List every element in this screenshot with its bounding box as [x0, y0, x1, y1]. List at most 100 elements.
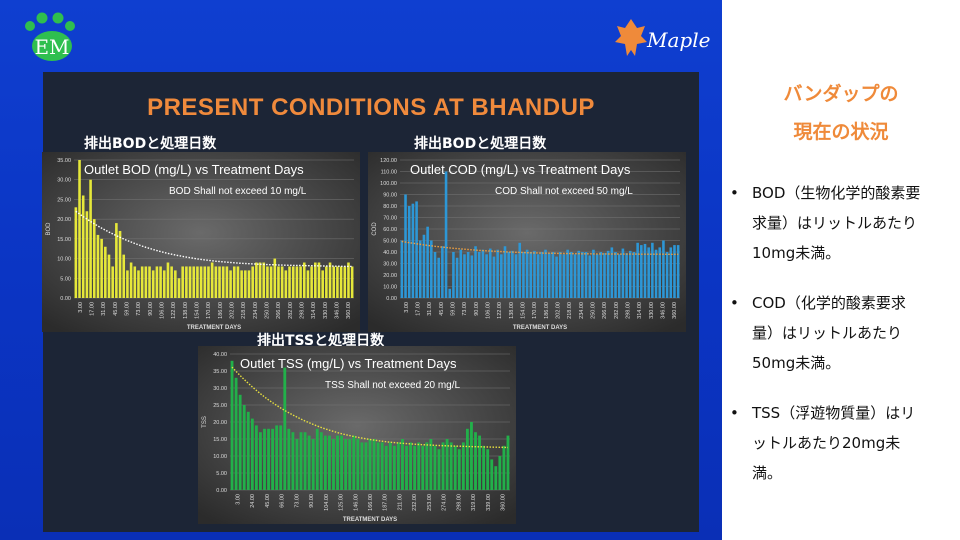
bar	[306, 270, 310, 298]
x-tick-label: 146.00	[353, 494, 359, 511]
bar	[606, 250, 610, 298]
bar	[207, 266, 210, 298]
bar	[203, 266, 207, 298]
bar	[477, 252, 481, 298]
bar	[246, 411, 250, 490]
bar	[466, 252, 470, 298]
bar	[315, 428, 319, 490]
x-tick-label: 234.00	[253, 302, 259, 319]
bullet-tss-line-1: TSS（浮遊物質量）はリ	[752, 404, 916, 422]
bar	[104, 246, 107, 298]
bar	[481, 249, 485, 298]
trend-line	[75, 210, 353, 268]
bar	[336, 435, 339, 490]
bar	[658, 247, 662, 298]
bar	[525, 249, 529, 298]
y-tick-label: 30.00	[57, 178, 71, 184]
bullet-tss: • TSS（浮遊物質量）はリ ットルあたり20mg未 満。	[730, 398, 952, 488]
slide-heading: PRESENT CONDITIONS AT BHANDUP	[147, 94, 595, 121]
x-tick-label: 154.00	[521, 302, 527, 319]
tss-chart: 0.00 5.00 10.00 15.00 20.00 25.00 30.00 35.00 40…	[198, 346, 516, 524]
bar	[610, 247, 614, 298]
bar	[474, 246, 477, 298]
x-tick-label: 314.00	[637, 302, 643, 319]
cod-caption: 排出BODと処理日数	[414, 136, 547, 152]
bar	[107, 254, 111, 298]
bar	[433, 445, 437, 490]
bar	[614, 252, 617, 298]
bullet-dot: •	[730, 404, 739, 422]
x-tick-label: 186.00	[544, 302, 550, 319]
bullet-bod: • BOD（生物化学的酸素要 求量）はリットルあたり 10mg未満。	[730, 178, 952, 268]
bar	[372, 439, 376, 490]
y-tick-label: 15.00	[213, 437, 227, 443]
x-tick-label: 330.00	[323, 302, 329, 319]
em-logo: EM	[25, 12, 75, 61]
x-axis-label: TREATMENT DAYS	[513, 325, 567, 331]
bar	[676, 245, 680, 298]
x-tick-label: 73.00	[136, 302, 142, 316]
bullet-dot: •	[730, 184, 739, 202]
bar	[665, 252, 669, 298]
bar	[96, 234, 100, 298]
bar	[558, 252, 562, 298]
bar	[291, 432, 295, 490]
y-tick-label: 20.00	[57, 217, 71, 223]
bar	[533, 250, 536, 298]
x-tick-label: 45.00	[265, 494, 271, 508]
bar	[162, 270, 166, 298]
bar	[299, 432, 303, 490]
x-tick-label: 274.00	[442, 494, 448, 511]
x-tick-label: 90.00	[148, 302, 154, 316]
x-axis-label: TREATMENT DAYS	[343, 517, 397, 523]
bar	[490, 459, 494, 490]
bar	[570, 252, 573, 298]
y-tick-label: 40.00	[383, 250, 397, 256]
x-tick-label: 298.00	[456, 494, 462, 511]
x-tick-label: 346.00	[661, 302, 667, 319]
bar	[662, 240, 665, 298]
bar	[625, 253, 628, 298]
bar	[577, 250, 580, 298]
trend-line	[401, 240, 679, 256]
sidebar-title-line-2: 現在の状況	[793, 121, 889, 143]
bar	[185, 266, 188, 298]
bar	[310, 266, 313, 298]
bar	[271, 428, 275, 490]
x-tick-label: 125.00	[339, 494, 345, 511]
x-tick-label: 218.00	[567, 302, 573, 319]
bar	[503, 246, 507, 298]
bar	[599, 252, 603, 298]
bar	[148, 266, 151, 298]
y-tick-label: 25.00	[213, 403, 227, 409]
bar	[238, 394, 242, 490]
bar	[426, 226, 429, 298]
bar	[347, 262, 350, 298]
bar	[317, 262, 321, 298]
bar	[492, 256, 496, 298]
bar	[137, 270, 140, 298]
bar	[284, 270, 288, 298]
bar	[511, 250, 514, 298]
x-tick-label: 170.00	[532, 302, 538, 319]
bar	[441, 442, 445, 490]
bar	[251, 266, 254, 298]
y-tick-label: 120.00	[380, 158, 397, 164]
y-tick-label: 70.00	[383, 216, 397, 222]
bar	[413, 445, 417, 490]
bar	[401, 439, 404, 490]
x-tick-label: 282.00	[288, 302, 294, 319]
bar	[218, 266, 221, 298]
bar	[174, 270, 177, 298]
chart-title: Outlet BOD (mg/L) vs Treatment Days	[84, 162, 304, 177]
y-tick-label: 60.00	[383, 227, 397, 233]
y-tick-label: 25.00	[57, 197, 71, 203]
x-tick-label: 31.00	[101, 302, 107, 316]
bar	[636, 242, 639, 298]
bar	[275, 425, 279, 490]
bar	[411, 203, 415, 298]
x-tick-label: 360.00	[501, 494, 507, 511]
bar	[465, 428, 469, 490]
bar	[449, 442, 453, 490]
bar	[85, 211, 89, 298]
